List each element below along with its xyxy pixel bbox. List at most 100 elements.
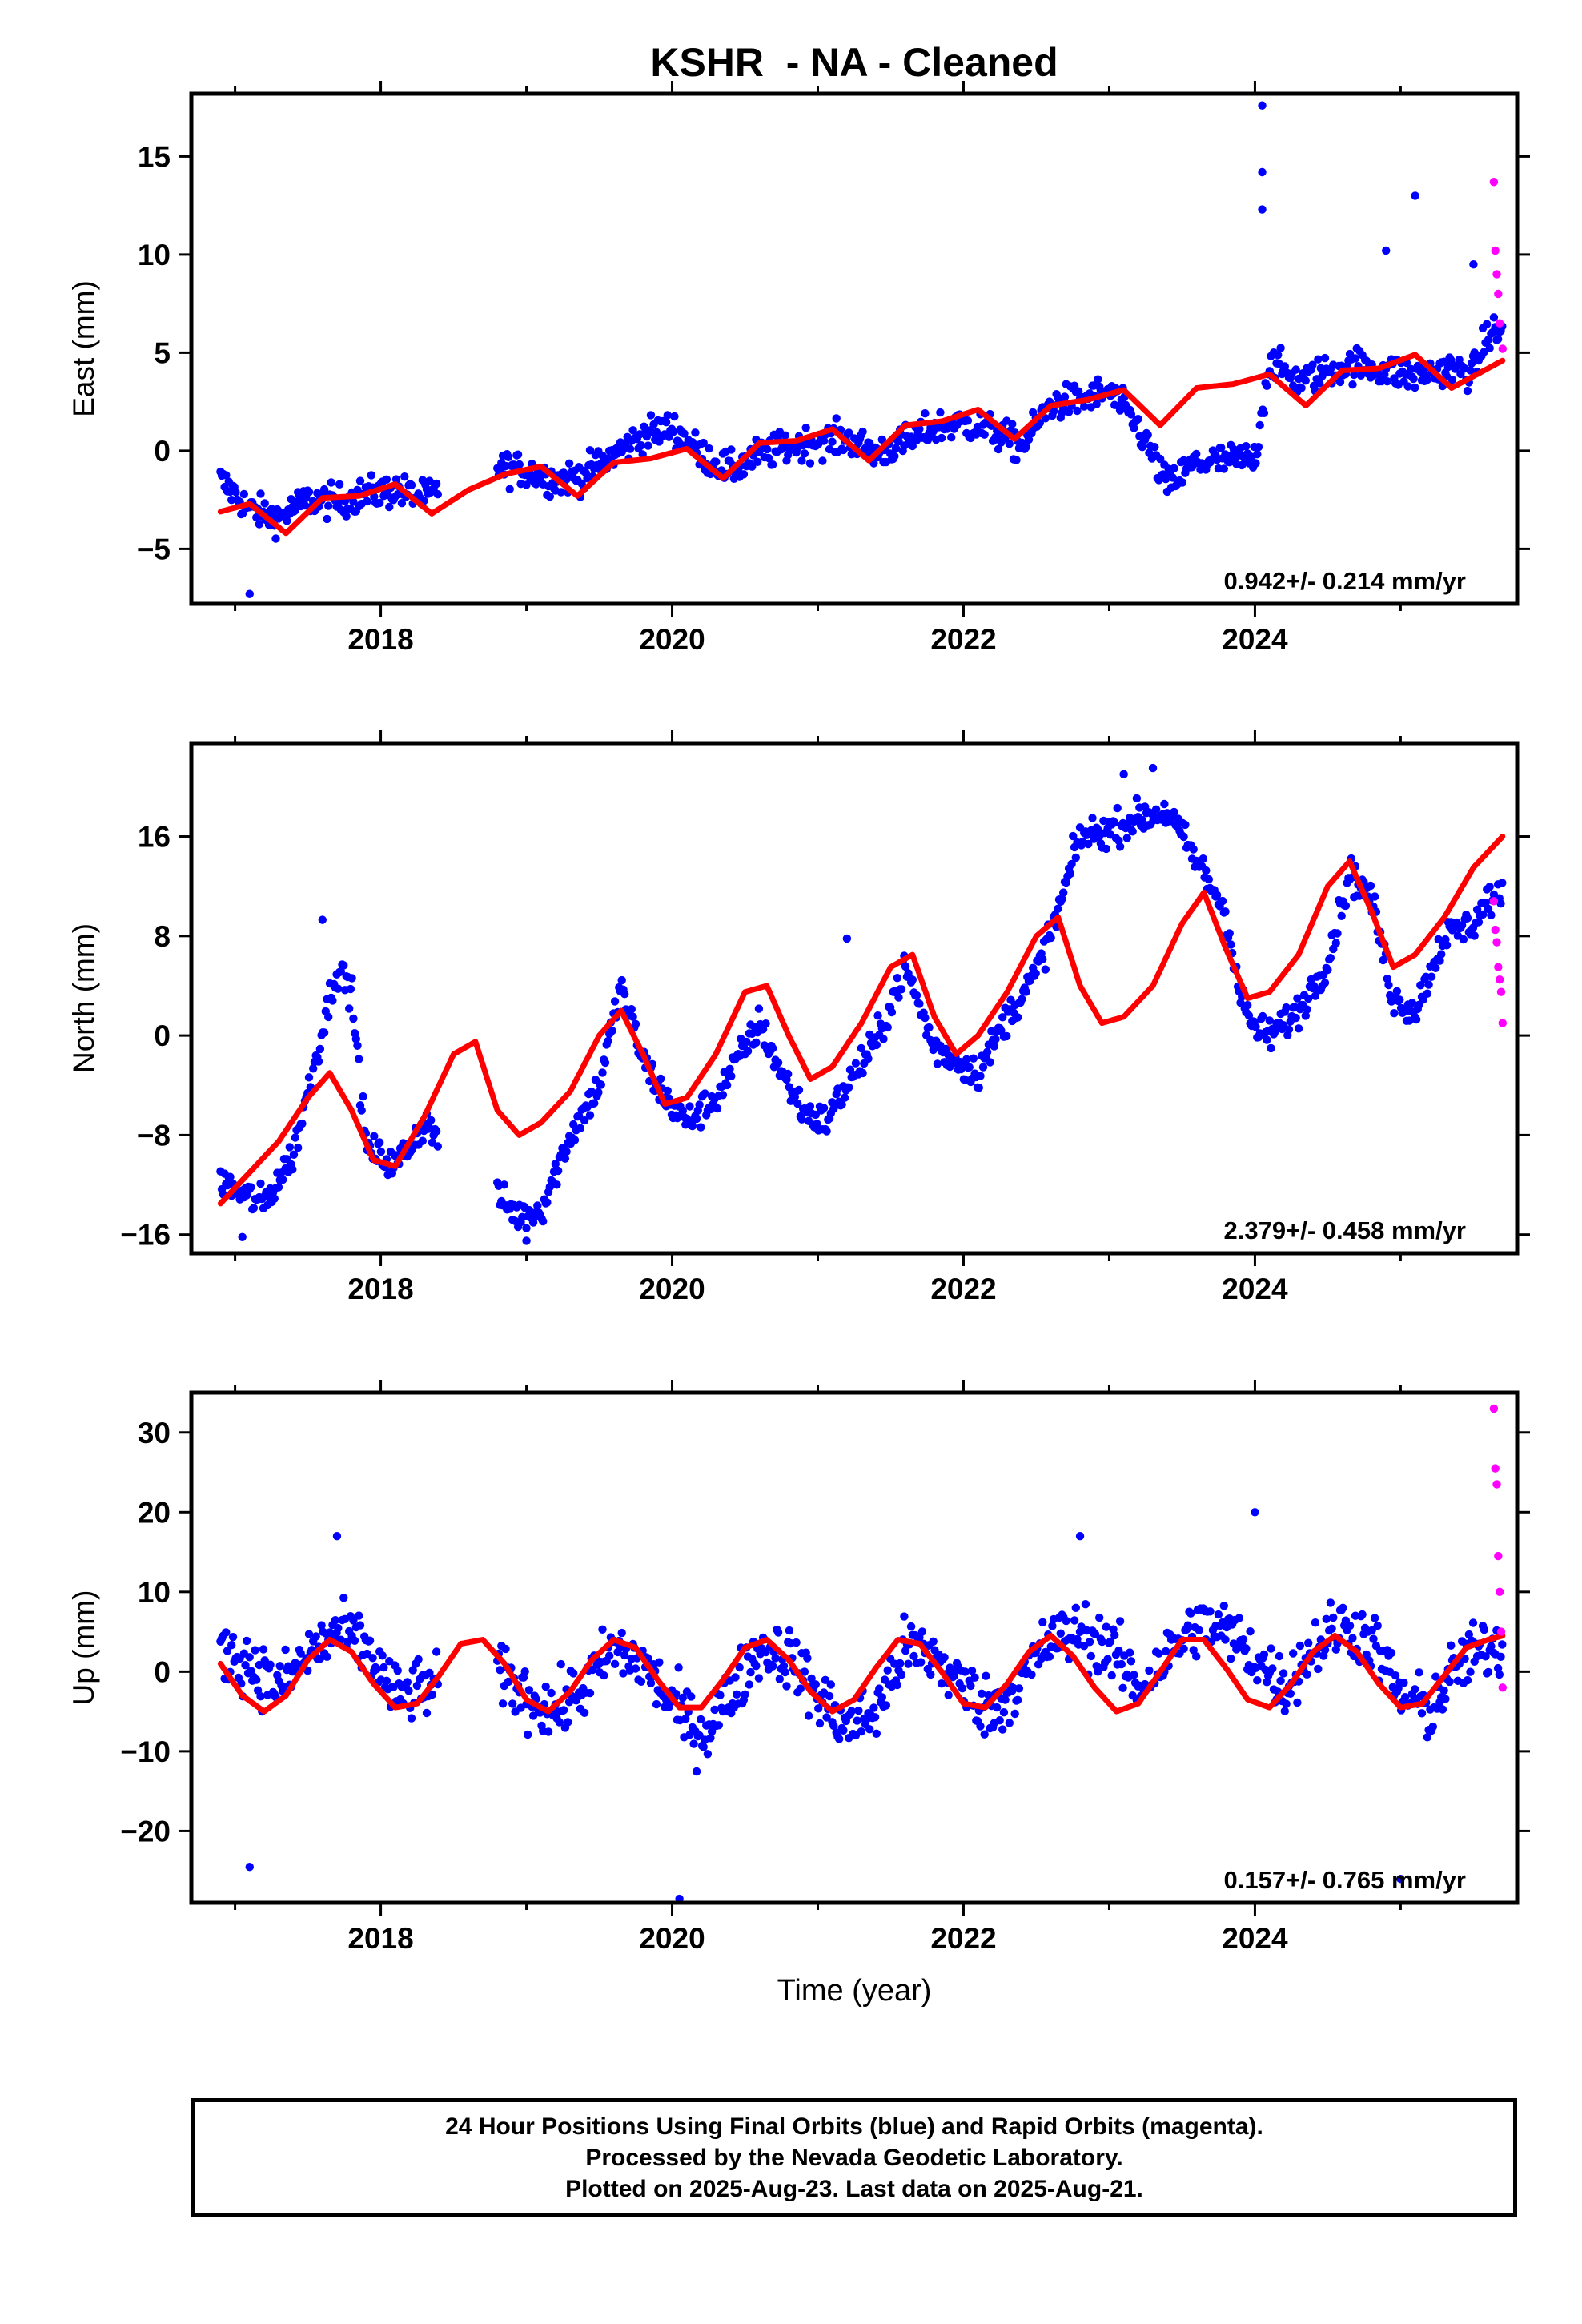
east-rapid-point [1495,319,1504,328]
north-final-point [1331,939,1341,947]
east-final-outlier [1382,246,1391,255]
north-final-point [351,1035,360,1043]
north-y-tick-label: −16 [120,1219,171,1252]
east-final-point [1350,370,1359,380]
north-final-point [324,1012,333,1022]
east-frame [189,91,1520,606]
up-final-point [741,1690,749,1699]
up-final-point [697,1715,705,1724]
north-panel: 2018 2020 2022 2024 −16 −8 0 8 16 North (mm) 2.379… [67,730,1530,1305]
east-final-point [691,428,700,437]
east-final-point [300,501,310,510]
up-final-point [1311,1618,1320,1627]
north-final-point [1031,969,1040,978]
east-final-point [1005,440,1014,448]
up-final-point [792,1638,801,1647]
north-final-point [1181,820,1190,830]
east-final-point [763,444,772,454]
east-final-point [1130,424,1138,432]
up-final-point [1081,1600,1090,1609]
east-final-point [980,430,989,439]
east-final-point [748,462,757,471]
north-final-point [1160,799,1169,809]
up-final-point [555,1718,564,1727]
north-final-point [1094,825,1102,834]
up-final-point [821,1675,830,1684]
up-final-point [1367,1626,1376,1635]
east-final-point [397,499,407,508]
east-y-tick-label: 10 [138,239,171,271]
up-rapid-point [1491,1464,1500,1473]
up-final-point [1206,1607,1215,1616]
east-final-point [727,445,736,454]
up-final-point [585,1688,595,1698]
east-y-tick-label: 15 [138,140,171,173]
north-final-point [1088,814,1097,822]
north-final-point [543,1198,552,1207]
east-final-point [1012,456,1021,464]
up-final-point [1259,1650,1269,1659]
north-final-point [794,1085,804,1095]
east-final-point [936,408,945,417]
east-final-point [839,445,848,455]
east-rapid-point [1489,178,1499,187]
up-final-point [1439,1686,1448,1695]
up-final-point [1401,1693,1410,1702]
up-final-point [883,1666,892,1675]
east-final-point [1301,376,1311,385]
up-final-point [1179,1644,1188,1653]
north-final-point [1084,839,1093,849]
north-final-point [256,1179,265,1188]
up-final-point [781,1667,789,1677]
north-final-point [1199,854,1208,863]
up-final-point [771,1654,780,1663]
east-final-point [271,534,280,543]
north-final-point [990,1042,999,1051]
up-final-point [773,1628,783,1637]
up-final-point [508,1699,517,1708]
up-final-point [807,1674,816,1683]
up-final-point [547,1688,556,1698]
north-final-point [1014,1013,1022,1022]
up-final-point [323,1652,331,1661]
east-final-point [1423,375,1432,384]
east-y-tick-label: 5 [154,336,171,369]
up-final-point [1117,1659,1126,1669]
up-rapid-point [1492,1480,1501,1489]
north-final-point [851,1059,861,1068]
north-final-point [539,1216,548,1226]
north-final-point [594,1088,603,1097]
north-model-curve [217,834,1506,1207]
north-final-point [1113,803,1122,813]
up-final-point [1276,1676,1285,1685]
north-final-point [610,997,620,1006]
up-final-point [1214,1610,1223,1619]
north-final-point [1442,941,1452,950]
up-final-point [825,1691,834,1701]
east-final-point [1455,356,1464,364]
east-final-point [433,490,442,499]
north-final-point [873,1011,882,1020]
east-final-point [400,472,409,481]
up-final-point [631,1664,640,1673]
up-final-point [1387,1648,1396,1658]
up-final-point [1391,1671,1400,1680]
north-final-point [1265,1016,1275,1025]
east-final-point [636,441,646,450]
up-final-point [782,1682,791,1691]
east-final-point [646,411,656,420]
east-final-outlier [1258,167,1267,177]
north-final-point [620,990,629,999]
north-final-point [773,1058,783,1068]
north-final-outlier [318,915,327,924]
east-final-point [363,497,371,506]
east-final-point [1074,387,1083,396]
up-final-point [1495,1670,1504,1679]
up-final-point [1056,1629,1066,1638]
up-final-point [779,1661,789,1671]
east-final-point [556,488,565,497]
north-final-point [585,1111,595,1120]
east-final-point [1126,410,1136,419]
north-final-point [837,1100,846,1109]
up-final-point [678,1693,687,1703]
